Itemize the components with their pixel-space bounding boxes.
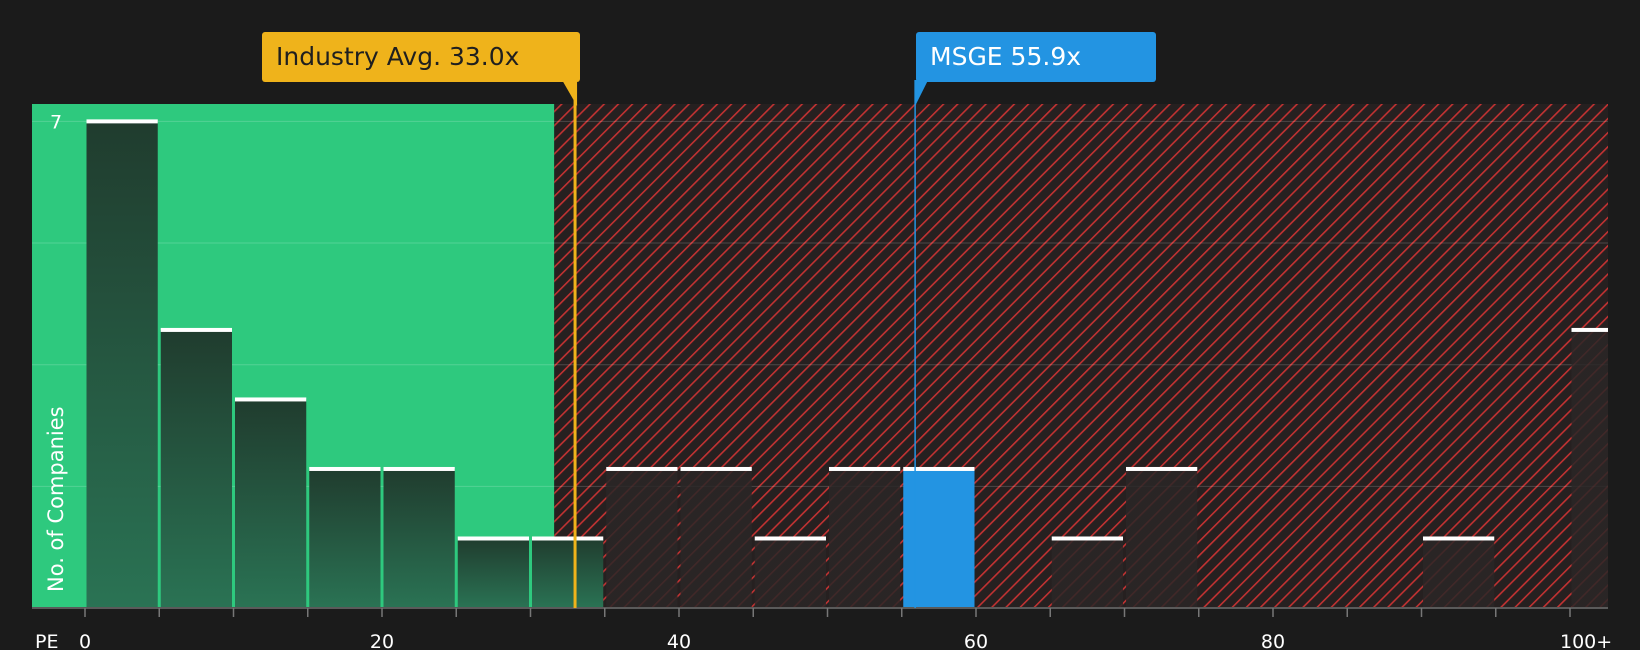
bar-top-marker xyxy=(1051,536,1123,541)
histogram-bar xyxy=(1051,538,1123,608)
x-axis-title: PE xyxy=(35,631,58,650)
bar-top-marker xyxy=(532,536,604,541)
bar-top-marker xyxy=(383,466,455,471)
bar-top-marker xyxy=(160,327,232,332)
y-tick-label: 7 xyxy=(50,111,62,133)
bar-top-marker xyxy=(754,536,826,541)
bar-top-marker xyxy=(1571,327,1608,332)
histogram-bar xyxy=(309,468,381,608)
histogram-bar xyxy=(235,399,307,608)
x-tick-label: 40 xyxy=(667,631,691,650)
histogram-bar xyxy=(1423,538,1495,608)
bar-top-marker xyxy=(457,536,529,541)
x-tick-label: 80 xyxy=(1261,631,1285,650)
histogram-bar xyxy=(903,468,975,608)
company-pe-callout: MSGE 55.9x xyxy=(916,32,1156,82)
industry-average-callout: Industry Avg. 33.0x xyxy=(262,32,580,82)
x-tick-label: 100+ xyxy=(1560,631,1612,650)
histogram-bar xyxy=(86,121,158,609)
x-tick-label: 20 xyxy=(370,631,394,650)
x-tick-label: 0 xyxy=(79,631,91,650)
histogram-bar xyxy=(1571,329,1608,608)
histogram-bar xyxy=(680,468,752,608)
histogram-bar xyxy=(532,538,604,608)
bar-top-marker xyxy=(829,466,901,471)
company-pe-label: MSGE 55.9x xyxy=(930,42,1082,71)
industry-average-label: Industry Avg. 33.0x xyxy=(276,42,520,71)
y-axis-title: No. of Companies xyxy=(44,406,68,592)
histogram-bar xyxy=(606,468,678,608)
bar-top-marker xyxy=(235,397,307,402)
histogram-bar xyxy=(1126,468,1198,608)
bar-top-marker xyxy=(606,466,678,471)
industry-average-pointer xyxy=(562,80,578,106)
histogram-bar xyxy=(754,538,826,608)
histogram-bar xyxy=(160,329,232,608)
bar-top-marker xyxy=(309,466,381,471)
bar-top-marker xyxy=(903,466,975,471)
x-tick-label: 60 xyxy=(964,631,988,650)
company-pe-pointer xyxy=(915,80,929,106)
bar-top-marker xyxy=(1423,536,1495,541)
bar-top-marker xyxy=(680,466,752,471)
histogram-bar xyxy=(829,468,901,608)
histogram-bar xyxy=(383,468,455,608)
histogram-bar xyxy=(457,538,529,608)
bar-top-marker xyxy=(86,119,158,124)
bar-top-marker xyxy=(1126,466,1198,471)
